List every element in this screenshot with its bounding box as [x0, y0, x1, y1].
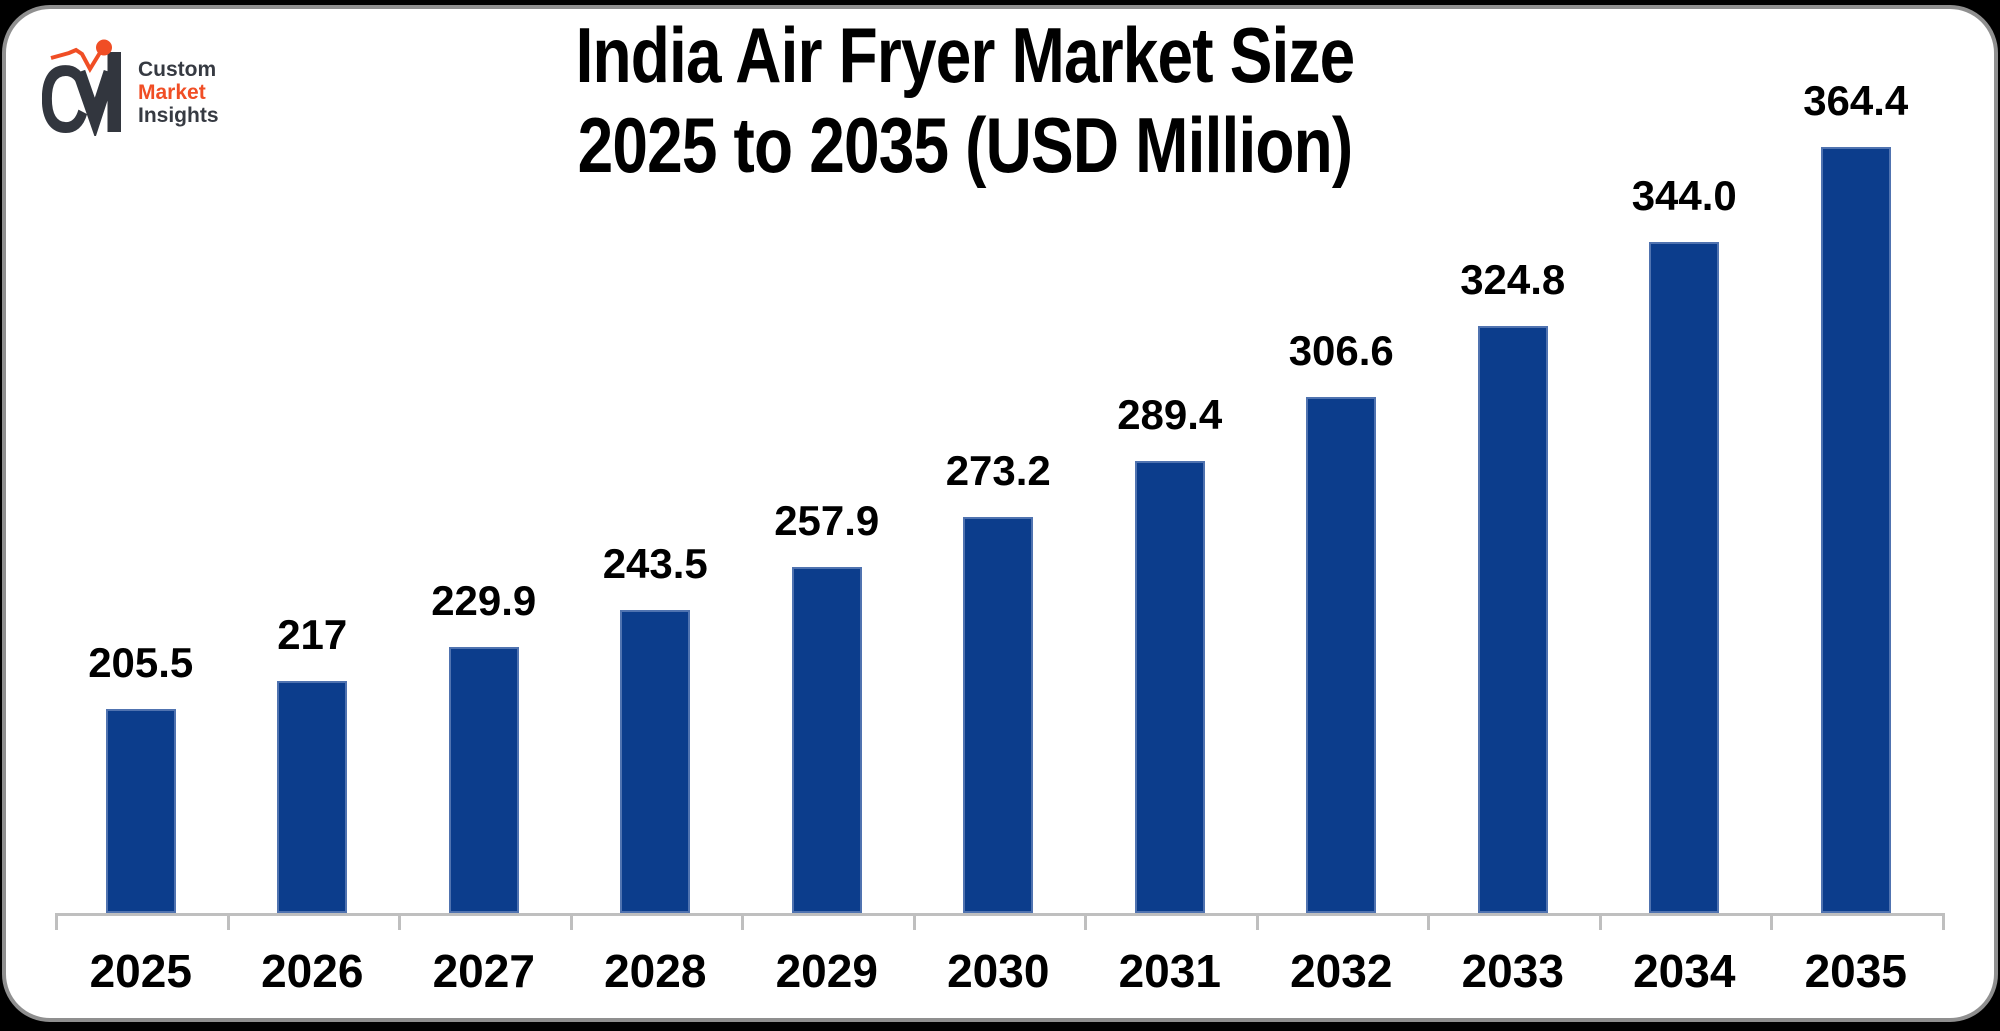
x-axis-tick	[1084, 913, 1087, 930]
bar-value-label-2031: 289.4	[1117, 391, 1223, 438]
x-axis-label-2033: 2033	[1461, 945, 1564, 997]
bar-2027	[448, 647, 519, 913]
chart-title: India Air Fryer Market Size 2025 to 2035…	[174, 10, 1757, 190]
chart-title-line-1: India Air Fryer Market Size	[575, 11, 1356, 99]
bar-value-label-2030: 273.2	[945, 447, 1051, 494]
x-axis-tick	[1427, 913, 1430, 930]
x-axis-tick	[1770, 913, 1773, 930]
x-axis-label-2030: 2030	[947, 945, 1050, 997]
logo-trend-line-icon	[50, 47, 103, 74]
bar-value-label-2034: 344.0	[1631, 172, 1737, 219]
bar-2029	[791, 567, 862, 913]
x-axis-label-2029: 2029	[775, 945, 878, 997]
bar-2025	[105, 709, 176, 913]
bar-2026	[277, 681, 348, 913]
x-axis-label-2035: 2035	[1804, 945, 1907, 997]
x-axis-line	[55, 913, 1945, 916]
x-axis-label-2027: 2027	[432, 945, 535, 997]
x-axis-label-2031: 2031	[1118, 945, 1221, 997]
bar-2030	[963, 517, 1034, 913]
brand-word-insights: Insights	[138, 104, 219, 127]
x-axis-label-2032: 2032	[1290, 945, 1393, 997]
bar-2028	[620, 610, 691, 913]
x-axis-label-2026: 2026	[261, 945, 364, 997]
bar-value-label-2029: 257.9	[774, 497, 880, 544]
brand-word-market: Market	[138, 81, 206, 104]
x-axis-tick	[741, 913, 744, 930]
bar-value-label-2028: 243.5	[602, 540, 708, 587]
brand-logo-text: Custom Market Insights	[138, 58, 219, 127]
x-axis-tick	[1941, 913, 1945, 930]
cmi-logo-icon: C	[42, 39, 121, 136]
brand-logo: C Custom Market Insights	[42, 38, 219, 136]
x-axis-label-2025: 2025	[89, 945, 192, 997]
x-axis-tick	[912, 913, 916, 930]
x-axis-label-2034: 2034	[1633, 945, 1736, 997]
x-axis-tick	[1255, 913, 1259, 930]
bar-value-label-2027: 229.9	[431, 577, 537, 624]
x-axis-tick	[1598, 913, 1602, 930]
logo-letter-i	[107, 52, 121, 132]
x-axis-label-2028: 2028	[604, 945, 707, 997]
bar-2031	[1134, 461, 1205, 913]
x-axis-tick	[398, 913, 401, 930]
bar-2032	[1306, 397, 1377, 913]
chart-title-line-2: 2025 to 2035 (USD Million)	[577, 101, 1354, 189]
x-axis-tick	[55, 913, 58, 930]
logo-letter-m	[72, 69, 117, 136]
brand-word-custom: Custom	[138, 58, 217, 81]
bar-value-label-2033: 324.8	[1460, 256, 1566, 303]
bar-value-label-2035: 364.4	[1803, 77, 1909, 124]
bar-2035	[1820, 147, 1891, 913]
bar-value-label-2025: 205.5	[88, 639, 194, 686]
bar-value-label-2032: 306.6	[1288, 327, 1394, 374]
bar-2034	[1649, 242, 1720, 913]
x-axis-tick	[569, 913, 573, 930]
x-axis-tick	[226, 913, 230, 930]
bar-2033	[1477, 326, 1548, 913]
bar-value-label-2026: 217	[277, 611, 348, 658]
logo-dot-icon	[96, 39, 112, 56]
